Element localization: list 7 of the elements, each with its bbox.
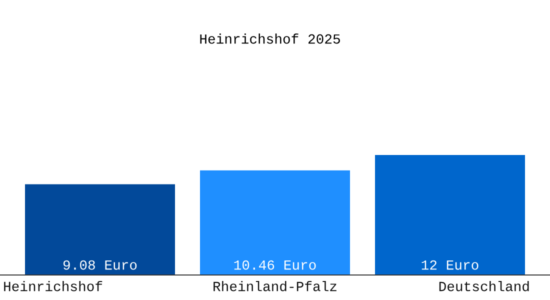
data-label: 12 Euro xyxy=(422,260,478,270)
x-tick-label: Deutschland xyxy=(439,281,529,292)
chart-title: Heinrichshof 2025 xyxy=(200,34,340,44)
x-tick-label: Rheinland-Pfalz xyxy=(214,281,336,292)
x-tick-label: Heinrichshof xyxy=(4,281,102,292)
data-label: 9.08 Euro xyxy=(63,260,137,270)
data-label: 10.46 Euro xyxy=(234,260,316,270)
